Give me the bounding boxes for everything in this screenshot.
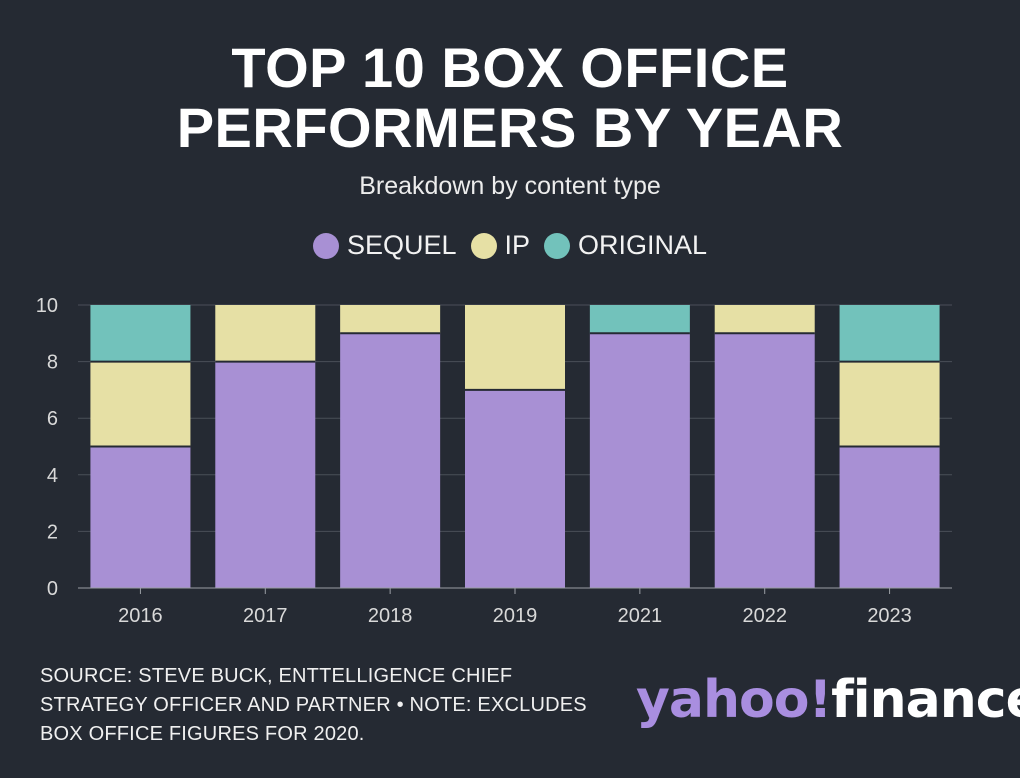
bar-sequel-2023 (839, 446, 940, 588)
legend-label-sequel: SEQUEL (346, 230, 457, 260)
x-tick-label-2016: 2016 (118, 605, 163, 627)
bar-ip-2022 (714, 305, 815, 334)
chart-subtitle: Breakdown by content type (359, 172, 661, 200)
bar-sequel-2018 (340, 333, 441, 588)
y-tick-label-0: 0 (47, 578, 58, 600)
y-tick-label-6: 6 (47, 408, 58, 430)
bar-ip-2019 (465, 305, 565, 390)
x-tick-label-2022: 2022 (742, 605, 787, 627)
legend-item-sequel: SEQUEL (312, 230, 457, 261)
legend-label-original: ORIGINAL (578, 230, 708, 260)
legend-item-original: ORIGINAL (544, 230, 707, 261)
bar-original-2021 (589, 305, 690, 334)
bar-sequel-2019 (465, 389, 565, 588)
bar-sequel-2022 (714, 333, 815, 588)
x-tick-label-2018: 2018 (368, 605, 413, 627)
source-note-line-1: SOURCE: STEVE BUCK, ENTTELLIGENCE CHIEF (40, 665, 513, 687)
bar-original-2016 (90, 305, 191, 362)
chart-title-line-1: TOP 10 BOX OFFICE (231, 36, 789, 99)
y-tick-label-4: 4 (47, 465, 58, 487)
chart-legend: SEQUEL IP ORIGINAL (0, 230, 1020, 261)
chart-title: TOP 10 BOX OFFICE PERFORMERS BY YEAR (0, 38, 1020, 158)
legend-label-ip: IP (504, 230, 531, 260)
bar-sequel-2017 (215, 361, 316, 588)
x-tick-label-2017: 2017 (243, 605, 288, 627)
chart-title-line-2: PERFORMERS BY YEAR (176, 96, 844, 159)
bar-ip-2018 (340, 305, 441, 334)
y-tick-label-10: 10 (36, 295, 58, 317)
legend-swatch-ip (470, 232, 497, 259)
y-tick-label-2: 2 (47, 521, 58, 543)
x-tick-label-2023: 2023 (867, 605, 912, 627)
yahoo-finance-logo: yahoo!finance (636, 665, 1020, 735)
legend-item-ip: IP (470, 230, 531, 261)
x-axis-ticks: 2016 2017 2018 2019 2021 2022 2023 (78, 587, 952, 627)
legend-swatch-original (544, 232, 571, 259)
bar-original-2023 (839, 305, 940, 362)
brand-finance: finance (831, 670, 1020, 730)
source-note-line-2: STRATEGY OFFICER AND PARTNER • NOTE: EXC… (40, 694, 587, 716)
stacked-bar-chart: 0 2 4 6 8 10 2016 2017 2018 2019 2021 2022 2023 (36, 295, 952, 627)
bar-sequel-2016 (90, 446, 191, 588)
bars-group (90, 305, 940, 588)
brand-yahoo: yahoo! (636, 670, 832, 730)
bar-ip-2023 (839, 361, 940, 447)
bar-sequel-2021 (589, 333, 690, 588)
x-tick-label-2019: 2019 (493, 605, 538, 627)
y-tick-label-8: 8 (47, 352, 58, 374)
legend-swatch-sequel (312, 232, 339, 259)
x-tick-label-2021: 2021 (618, 605, 663, 627)
bar-ip-2016 (90, 361, 191, 447)
y-axis-ticks: 0 2 4 6 8 10 (36, 295, 58, 600)
source-note: SOURCE: STEVE BUCK, ENTTELLIGENCE CHIEF … (40, 662, 610, 749)
bar-ip-2017 (215, 305, 316, 362)
source-note-line-3: BOX OFFICE FIGURES FOR 2020. (40, 723, 365, 745)
